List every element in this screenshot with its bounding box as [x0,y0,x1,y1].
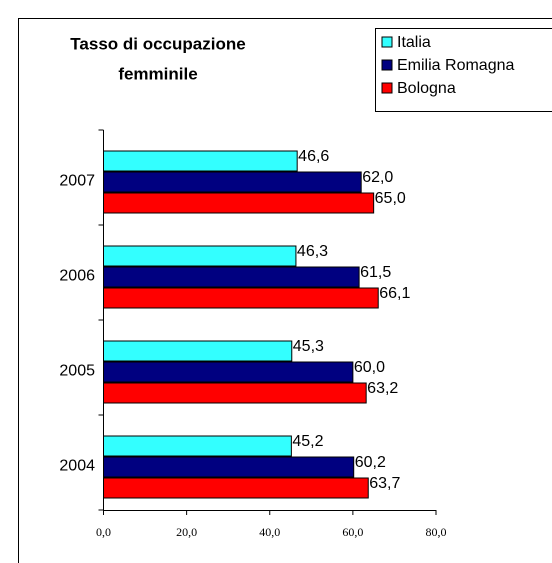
bar [103,266,360,288]
bar [103,456,355,478]
chart-title: Tasso di occupazione [70,34,245,53]
x-tick-label: 0,0 [96,525,111,539]
value-label: 66,1 [379,285,410,302]
y-tick-label: 2006 [59,268,95,285]
bar [103,361,354,383]
x-tick-label: 40,0 [259,525,280,539]
bar [103,382,367,404]
chart-title: femminile [118,64,197,83]
value-label: 60,2 [355,454,386,471]
y-tick-label: 2007 [59,173,95,190]
value-label: 46,6 [298,148,329,165]
x-tick-label: 80,0 [426,525,447,539]
y-tick-label: 2004 [59,458,95,475]
value-label: 62,0 [362,169,393,186]
value-label: 60,0 [354,359,385,376]
bar [103,192,375,214]
bar [103,435,292,457]
legend-swatch [381,59,393,71]
value-label: 63,7 [369,475,400,492]
bar [103,150,298,172]
chart-frame [18,18,552,563]
legend-label: Bologna [397,80,456,97]
x-tick-label: 20,0 [176,525,197,539]
legend-label: Emilia Romagna [397,57,514,74]
value-label: 45,2 [292,433,323,450]
value-label: 63,2 [367,380,398,397]
value-label: 65,0 [375,190,406,207]
legend-label: Italia [397,34,431,51]
bar [103,245,297,267]
bar [103,477,369,499]
legend-box [375,28,552,112]
bar [103,171,362,193]
legend-swatch [381,36,393,48]
value-label: 45,3 [293,338,324,355]
bar [103,287,379,309]
legend-swatch [381,82,393,94]
value-label: 61,5 [360,264,391,281]
x-tick-label: 60,0 [342,525,363,539]
y-tick-label: 2005 [59,363,95,380]
bar [103,340,293,362]
value-label: 46,3 [297,243,328,260]
